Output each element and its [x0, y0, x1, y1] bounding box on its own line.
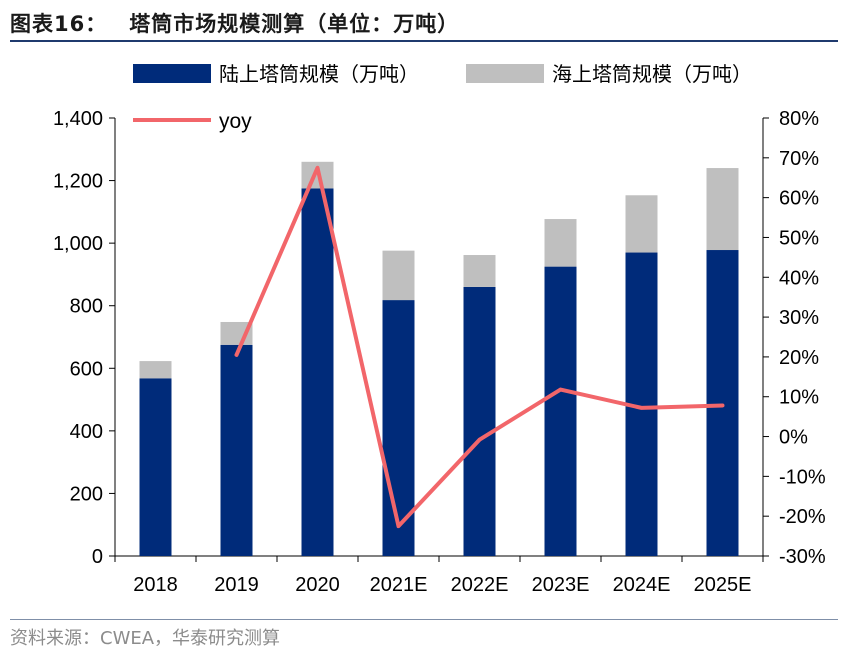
x-tick-label: 2020	[295, 574, 340, 596]
yoy-point	[722, 404, 723, 406]
y-right-tick-label: 0%	[779, 427, 808, 449]
source-divider	[10, 619, 838, 620]
legend-swatch-onshore	[133, 64, 211, 83]
y-left-tick-label: 200	[70, 483, 103, 505]
y-left-tick-label: 600	[70, 358, 103, 380]
y-left-tick-label: 1,200	[53, 171, 103, 193]
source-note: 资料来源：CWEA，华泰研究测算	[10, 628, 281, 649]
y-right-tick-label: -20%	[779, 506, 826, 528]
yoy-point	[479, 439, 480, 441]
y-right-tick-label: 50%	[779, 227, 819, 249]
yoy-line-group	[234, 165, 725, 529]
y-left-tick-label: 400	[70, 421, 103, 443]
bar-onshore	[544, 266, 577, 556]
yoy-point	[398, 525, 399, 527]
bar-offshore	[625, 195, 658, 253]
y-right-tick-label: 30%	[779, 307, 819, 329]
x-tick-label: 2018	[133, 574, 178, 596]
figure-label: 图表16：	[10, 12, 108, 36]
y-right-tick-label: 70%	[779, 148, 819, 170]
bars	[139, 161, 739, 557]
yoy-point	[560, 389, 561, 391]
title-divider	[10, 40, 838, 42]
x-tick-label: 2022E	[451, 574, 509, 596]
y-right-tick-label: 60%	[779, 188, 819, 210]
figure-title-text: 塔筒市场规模测算（单位：万吨）	[129, 12, 460, 36]
bar-onshore	[706, 250, 739, 557]
x-tick-label: 2021E	[370, 574, 428, 596]
x-tick-label: 2025E	[694, 574, 752, 596]
y-left-tick-label: 800	[70, 296, 103, 318]
bar-onshore	[139, 378, 172, 556]
x-tick-label: 2019	[214, 574, 259, 596]
yoy-point	[641, 407, 642, 409]
bar-offshore	[544, 219, 577, 267]
yoy-point	[317, 167, 318, 169]
y-right-tick-label: -10%	[779, 466, 826, 488]
axes	[109, 117, 769, 562]
bar-offshore	[706, 168, 739, 251]
bar-offshore	[463, 255, 496, 287]
y-left-tick-label: 0	[92, 546, 103, 568]
y-right-tick-label: 20%	[779, 347, 819, 369]
bar-onshore	[463, 286, 496, 556]
legend-label-yoy: yoy	[219, 110, 252, 133]
y-right-tick-label: 10%	[779, 387, 819, 409]
y-left-tick-label: 1,000	[53, 233, 103, 255]
bar-onshore	[301, 188, 334, 556]
legend-label-onshore: 陆上塔筒规模（万吨）	[219, 62, 419, 86]
y-right-tick-label: 40%	[779, 267, 819, 289]
y-left-tick-label: 1,400	[53, 108, 103, 130]
figure-title: 图表16： 塔筒市场规模测算（单位：万吨）	[10, 8, 459, 38]
y-right-tick-label: -30%	[779, 546, 826, 568]
legend-label-offshore: 海上塔筒规模（万吨）	[552, 62, 752, 86]
yoy-point	[236, 354, 237, 356]
bar-offshore	[139, 361, 172, 379]
y-right-tick-label: 80%	[779, 108, 819, 130]
bar-onshore	[220, 344, 253, 556]
x-tick-label: 2023E	[532, 574, 590, 596]
x-tick-label: 2024E	[613, 574, 671, 596]
tick-labels: 0 200 400 600 800 1,000 1,200 1,400 -30% -20% -10%…	[53, 108, 826, 596]
legend: 陆上塔筒规模（万吨） 海上塔筒规模（万吨） yoy	[133, 62, 752, 133]
bar-offshore	[382, 250, 415, 301]
legend-swatch-offshore	[466, 64, 544, 83]
